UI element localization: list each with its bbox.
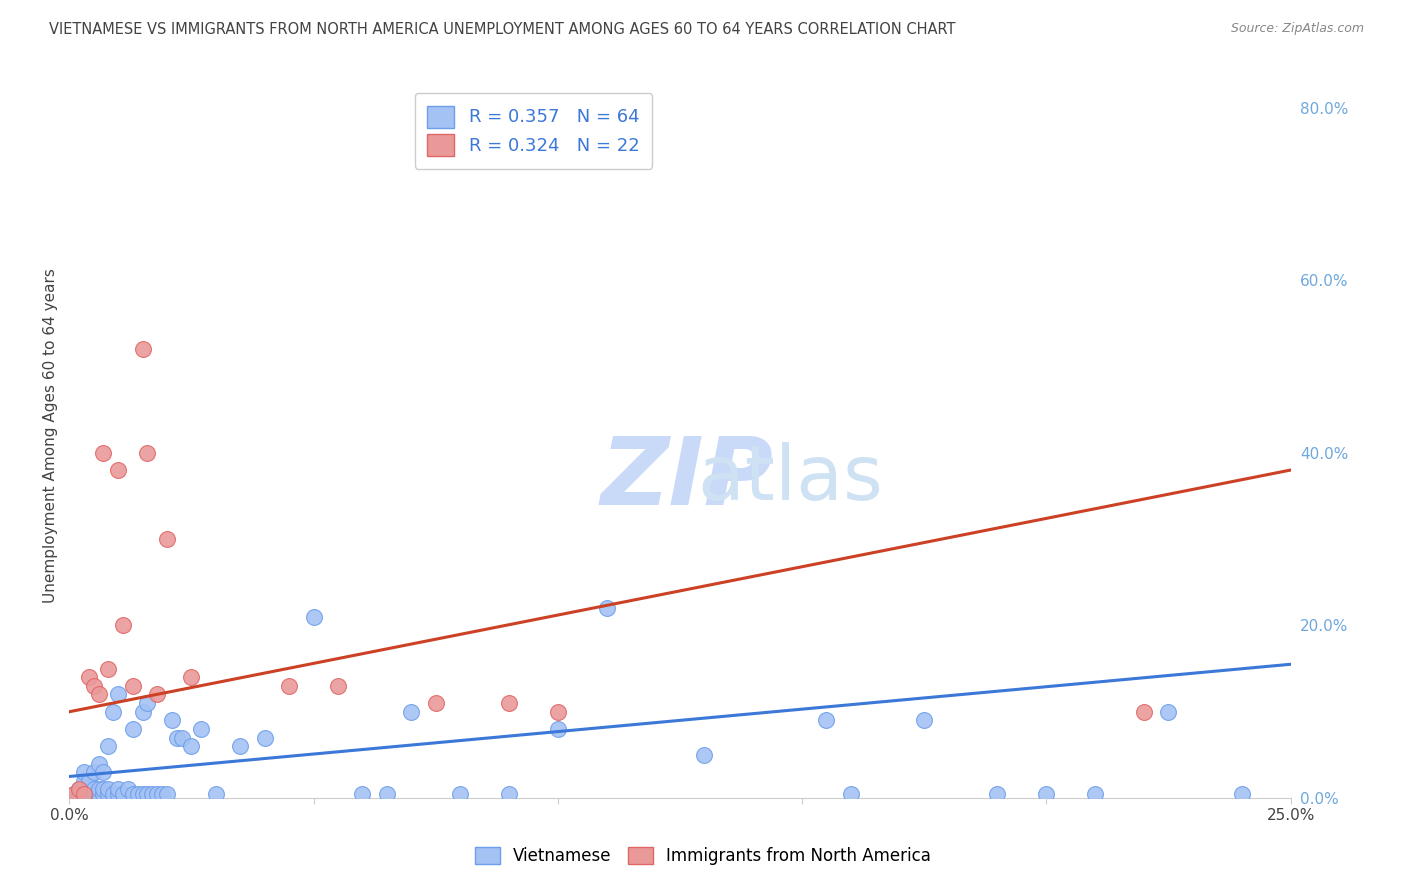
Point	[150, 787, 173, 801]
Point	[170, 731, 193, 745]
Point	[160, 714, 183, 728]
Point	[97, 782, 120, 797]
Point	[204, 787, 226, 801]
Point	[67, 787, 90, 801]
Point	[67, 782, 90, 797]
Point	[815, 714, 838, 728]
Point	[97, 787, 120, 801]
Text: Source: ZipAtlas.com: Source: ZipAtlas.com	[1230, 22, 1364, 36]
Point	[103, 705, 125, 719]
Point	[111, 618, 134, 632]
Text: ZIP: ZIP	[600, 433, 773, 525]
Point	[156, 787, 179, 801]
Point	[146, 688, 169, 702]
Point	[1230, 787, 1253, 801]
Point	[375, 787, 398, 801]
Point	[97, 662, 120, 676]
Point	[180, 739, 202, 754]
Point	[67, 782, 90, 797]
Point	[136, 446, 159, 460]
Point	[253, 731, 276, 745]
Point	[141, 787, 163, 801]
Point	[166, 731, 188, 745]
Point	[111, 787, 134, 801]
Point	[87, 756, 110, 771]
Point	[136, 787, 159, 801]
Point	[97, 739, 120, 754]
Point	[73, 765, 96, 780]
Point	[399, 705, 422, 719]
Point	[547, 722, 569, 736]
Point	[693, 747, 716, 762]
Point	[1133, 705, 1156, 719]
Point	[83, 679, 105, 693]
Point	[131, 787, 153, 801]
Point	[121, 787, 143, 801]
Point	[1084, 787, 1107, 801]
Point	[425, 696, 447, 710]
Point	[156, 532, 179, 546]
Point	[595, 601, 617, 615]
Point	[93, 787, 115, 801]
Point	[63, 787, 86, 801]
Point	[180, 670, 202, 684]
Point	[986, 787, 1008, 801]
Point	[136, 696, 159, 710]
Point	[498, 787, 520, 801]
Point	[87, 787, 110, 801]
Point	[73, 773, 96, 788]
Y-axis label: Unemployment Among Ages 60 to 64 years: Unemployment Among Ages 60 to 64 years	[44, 268, 58, 603]
Point	[73, 787, 96, 801]
Point	[352, 787, 374, 801]
Point	[107, 787, 129, 801]
Point	[73, 787, 96, 801]
Text: atlas: atlas	[600, 442, 883, 516]
Point	[117, 782, 139, 797]
Point	[107, 688, 129, 702]
Point	[190, 722, 212, 736]
Point	[1035, 787, 1057, 801]
Point	[87, 688, 110, 702]
Point	[127, 787, 149, 801]
Point	[83, 787, 105, 801]
Point	[83, 765, 105, 780]
Point	[77, 773, 100, 788]
Point	[146, 787, 169, 801]
Point	[83, 782, 105, 797]
Legend: Vietnamese, Immigrants from North America: Vietnamese, Immigrants from North Americ…	[464, 837, 942, 875]
Point	[107, 782, 129, 797]
Point	[103, 787, 125, 801]
Point	[1157, 705, 1180, 719]
Point	[912, 714, 935, 728]
Point	[77, 782, 100, 797]
Point	[77, 670, 100, 684]
Point	[93, 446, 115, 460]
Point	[87, 782, 110, 797]
Point	[229, 739, 252, 754]
Point	[121, 679, 143, 693]
Point	[93, 765, 115, 780]
Point	[498, 696, 520, 710]
Point	[93, 782, 115, 797]
Point	[131, 342, 153, 356]
Legend: R = 0.357   N = 64, R = 0.324   N = 22: R = 0.357 N = 64, R = 0.324 N = 22	[415, 93, 652, 169]
Text: VIETNAMESE VS IMMIGRANTS FROM NORTH AMERICA UNEMPLOYMENT AMONG AGES 60 TO 64 YEA: VIETNAMESE VS IMMIGRANTS FROM NORTH AMER…	[49, 22, 956, 37]
Point	[839, 787, 862, 801]
Point	[278, 679, 301, 693]
Point	[302, 609, 325, 624]
Point	[107, 463, 129, 477]
Point	[326, 679, 349, 693]
Point	[63, 787, 86, 801]
Point	[77, 787, 100, 801]
Point	[121, 722, 143, 736]
Point	[547, 705, 569, 719]
Point	[131, 705, 153, 719]
Point	[449, 787, 471, 801]
